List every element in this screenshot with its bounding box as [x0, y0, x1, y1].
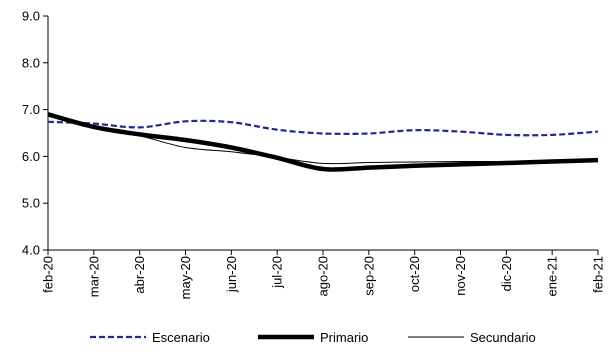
legend-label-primario: Primario	[320, 330, 368, 345]
x-tick-label: dic-20	[499, 256, 514, 291]
y-tick-label: 7.0	[22, 102, 40, 117]
y-tick-label: 9.0	[22, 9, 40, 24]
x-tick-label: feb-20	[41, 256, 56, 293]
x-tick-label: ago-20	[316, 256, 331, 296]
x-tick-label: jul-20	[270, 256, 285, 289]
x-tick-label: ene-21	[545, 256, 560, 296]
x-tick-label: feb-21	[591, 256, 606, 293]
y-tick-label: 4.0	[22, 243, 40, 258]
series-line-secundario	[47, 113, 599, 165]
y-tick-label: 8.0	[22, 55, 40, 70]
x-tick-label: oct-20	[407, 256, 422, 292]
legend-label-escenario: Escenario	[152, 330, 210, 345]
series-line-escenario	[47, 119, 599, 137]
y-tick-label: 5.0	[22, 196, 40, 211]
x-tick-label: mar-20	[86, 256, 101, 297]
legend: Escenario Primario Secundario	[90, 330, 536, 345]
x-tick-label: may-20	[178, 256, 193, 299]
legend-label-secundario: Secundario	[470, 330, 536, 345]
x-tick-label: nov-20	[453, 256, 468, 296]
y-tick-label: 6.0	[22, 149, 40, 164]
x-tick-label: jun-20	[224, 256, 239, 293]
series-line-primario	[47, 112, 599, 172]
x-tick-label: abr-20	[132, 256, 147, 294]
series-group	[47, 112, 599, 172]
axes-group: 4.0 5.0 6.0 7.0 8.0 9.0 feb-20 mar-20 abr-20 may-…	[22, 9, 606, 300]
x-tick-label: sep-20	[361, 256, 376, 296]
